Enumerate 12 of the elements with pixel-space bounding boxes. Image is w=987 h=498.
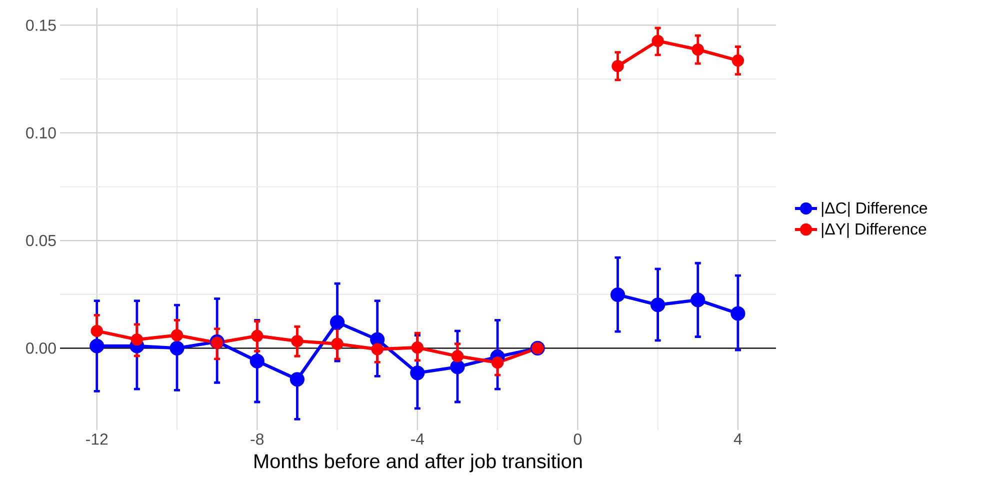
x-axis-title: Months before and after job transition <box>254 454 582 472</box>
y-tick-label: 0.10 <box>26 127 56 139</box>
y-tick-label: 0.15 <box>26 20 56 31</box>
x-tick-label: -12 <box>86 434 108 445</box>
x-tick-label: -8 <box>250 434 264 445</box>
x-tick-label: 4 <box>734 434 742 444</box>
legend-label: |ΔC| Difference <box>822 202 928 217</box>
x-tick-label: -4 <box>411 434 424 444</box>
y-tick-label: 0.00 <box>26 342 56 354</box>
x-tick-label: 0 <box>574 434 582 445</box>
legend-label: |ΔY| Difference <box>822 222 926 238</box>
y-tick-label: 0.05 <box>26 234 56 246</box>
